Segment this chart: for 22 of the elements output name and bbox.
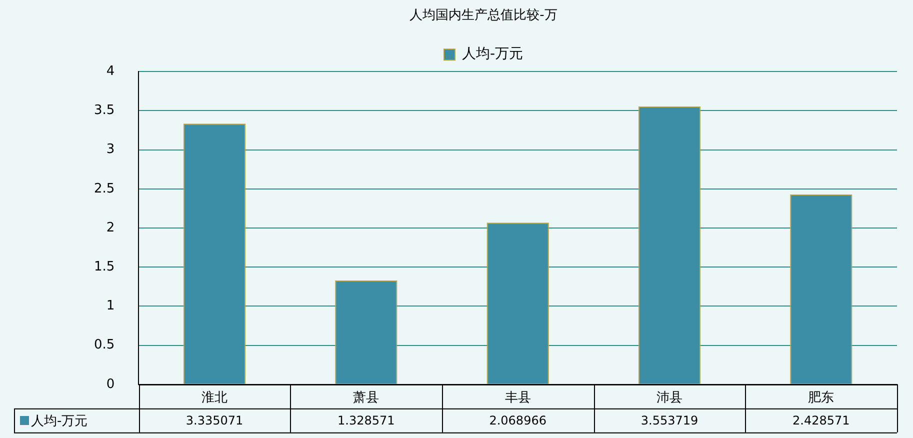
data-label: 1.328571 [338, 414, 395, 428]
text: 人均-万元 [31, 414, 88, 429]
x-tick-label: 沛县 [656, 390, 682, 406]
y-tick-label: 0.5 [94, 338, 115, 353]
y-tick-label: 2.5 [94, 181, 115, 196]
y-tick-label: 1 [106, 298, 115, 314]
data-label: 2.068966 [489, 414, 546, 428]
y-tick-label: 0 [106, 376, 115, 392]
y-tick-label: 1.5 [94, 259, 115, 274]
data-label: 3.335071 [186, 414, 244, 428]
chart-title: 人均国内生产总值比较-万 [410, 8, 558, 24]
x-tick-label: 丰县 [504, 390, 531, 406]
data-label: 2.428571 [792, 414, 850, 428]
data-label: 3.553719 [640, 414, 698, 428]
y-tick-label: 3 [106, 142, 115, 158]
legend-label: 人均-万元 [462, 46, 524, 62]
y-tick-label: 2 [106, 220, 115, 236]
x-tick-label: 淮北 [202, 390, 228, 406]
y-tick-label: 4 [106, 64, 115, 79]
x-tick-label: 萧县 [353, 390, 380, 406]
x-tick-label: 肥东 [808, 390, 834, 406]
y-tick-label: 3.5 [94, 103, 115, 118]
